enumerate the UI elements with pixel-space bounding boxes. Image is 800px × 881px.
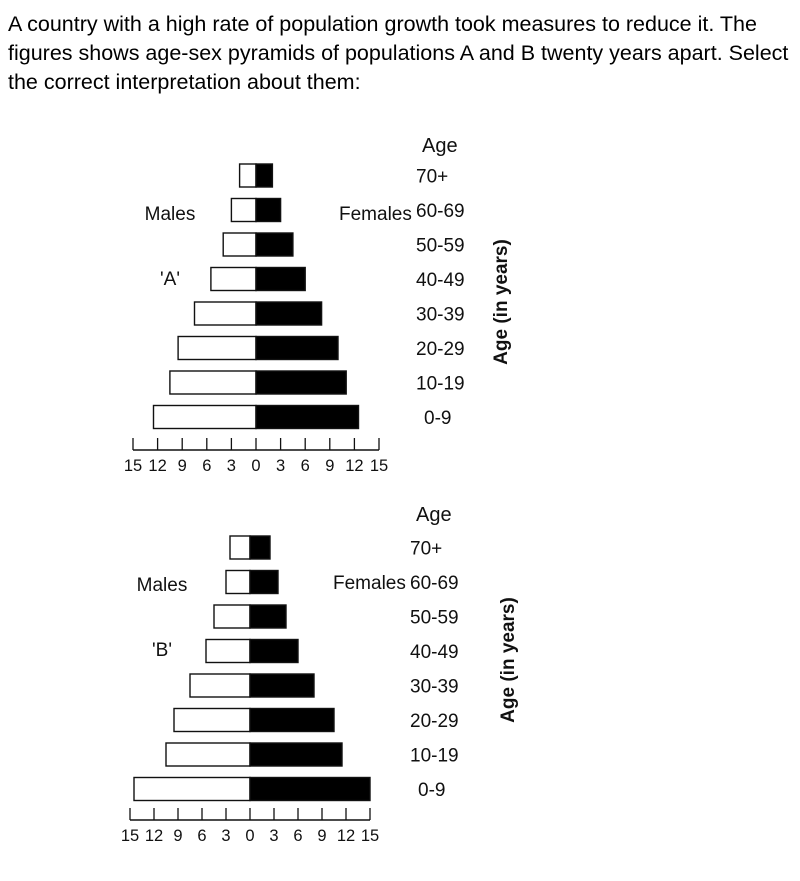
age-tick-label: 10-19 — [410, 746, 459, 767]
x-tick-label: 15 — [370, 457, 388, 475]
pyramid-name: 'A' — [160, 269, 180, 290]
age-tick-label: 0-9 — [418, 780, 445, 801]
male-bar — [165, 742, 251, 767]
male-bar — [205, 638, 251, 664]
female-bar — [255, 370, 347, 395]
female-bar — [255, 301, 323, 326]
female-bar — [249, 776, 371, 802]
male-bar — [230, 197, 257, 223]
x-tick-label: 6 — [202, 457, 211, 475]
male-bar — [225, 569, 251, 595]
question-text: A country with a high rate of population… — [8, 12, 789, 94]
x-tick-label: 12 — [145, 827, 163, 845]
x-tick-label: 3 — [227, 457, 236, 475]
x-tick-label: 12 — [345, 457, 363, 475]
females-label: Females — [333, 573, 406, 594]
x-tick-label: 3 — [221, 827, 230, 845]
male-bar — [229, 535, 251, 560]
male-bar — [238, 163, 257, 188]
x-tick-label: 12 — [337, 827, 355, 845]
males-label: Males — [137, 575, 188, 596]
female-bar — [249, 707, 335, 733]
male-bar — [152, 404, 257, 430]
age-tick-label: 60-69 — [416, 201, 465, 222]
male-bar — [222, 232, 257, 257]
female-bar — [249, 742, 343, 767]
age-tick-label: 40-49 — [416, 270, 465, 291]
male-bar — [169, 370, 257, 395]
male-bar — [173, 707, 251, 733]
x-tick-label: 9 — [317, 827, 326, 845]
y-axis-label: Age (in years) — [491, 239, 512, 365]
x-tick-label: 9 — [173, 827, 182, 845]
x-tick-label: 15 — [124, 457, 142, 475]
age-title: Age — [422, 135, 458, 157]
males-label: Males — [145, 204, 196, 225]
male-bar — [189, 673, 251, 698]
age-tick-label: 50-59 — [416, 236, 465, 257]
female-bar — [255, 163, 274, 188]
x-tick-label: 9 — [178, 457, 187, 475]
age-tick-label: 30-39 — [416, 305, 465, 326]
x-tick-label: 3 — [276, 457, 285, 475]
age-tick-label: 70+ — [410, 539, 442, 560]
female-bar — [255, 197, 282, 223]
age-tick-label: 20-29 — [410, 711, 459, 732]
x-tick-label: 6 — [197, 827, 206, 845]
x-tick-label: 12 — [148, 457, 166, 475]
y-axis-label: Age (in years) — [498, 597, 519, 723]
female-bar — [255, 266, 306, 292]
female-bar — [255, 404, 360, 430]
age-tick-label: 30-39 — [410, 677, 459, 698]
male-bar — [133, 776, 251, 802]
x-tick-label: 15 — [361, 827, 379, 845]
male-bar — [193, 301, 257, 326]
male-bar — [210, 266, 257, 292]
x-tick-label: 6 — [301, 457, 310, 475]
age-tick-label: 40-49 — [410, 642, 459, 663]
x-tick-label: 0 — [245, 827, 254, 845]
age-tick-label: 10-19 — [416, 374, 465, 395]
females-label: Females — [339, 204, 412, 225]
x-tick-label: 15 — [121, 827, 139, 845]
male-bar — [177, 335, 257, 361]
female-bar — [249, 604, 287, 629]
x-tick-label: 6 — [293, 827, 302, 845]
female-bar — [249, 569, 279, 595]
age-title: Age — [416, 504, 452, 526]
age-tick-label: 70+ — [416, 167, 448, 188]
age-tick-label: 50-59 — [410, 608, 459, 629]
pyramid-name: 'B' — [152, 640, 172, 661]
male-bar — [213, 604, 251, 629]
female-bar — [249, 535, 271, 560]
female-bar — [255, 232, 294, 257]
female-bar — [249, 638, 299, 664]
x-tick-label: 0 — [251, 457, 260, 475]
x-tick-label: 9 — [325, 457, 334, 475]
x-tick-label: 3 — [269, 827, 278, 845]
female-bar — [255, 335, 339, 361]
age-tick-label: 0-9 — [424, 408, 451, 429]
age-tick-label: 20-29 — [416, 339, 465, 360]
age-tick-label: 60-69 — [410, 573, 459, 594]
female-bar — [249, 673, 315, 698]
